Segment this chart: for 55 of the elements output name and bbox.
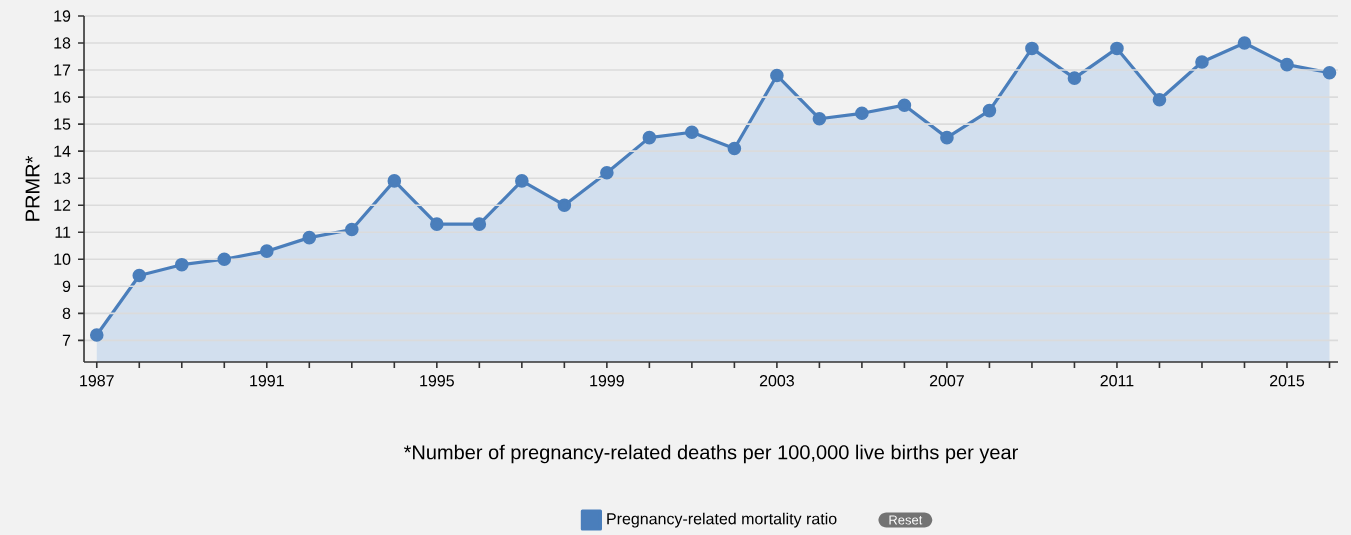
point bbox=[1110, 41, 1124, 56]
text: Reset bbox=[889, 515, 923, 525]
point bbox=[472, 217, 487, 231]
y-tick-label: 16 bbox=[54, 91, 71, 103]
point bbox=[430, 217, 444, 231]
y-tick-label: 17 bbox=[54, 64, 71, 76]
y-tick-label: 19 bbox=[54, 10, 71, 22]
point bbox=[1322, 65, 1337, 80]
point bbox=[1280, 57, 1294, 72]
y-tick-label: 8 bbox=[62, 307, 71, 319]
legend-label: Pregnancy-related mortality ratio bbox=[607, 512, 837, 528]
x-tick-label: 2011 bbox=[1100, 375, 1134, 387]
point bbox=[217, 252, 232, 267]
point bbox=[345, 222, 359, 237]
point bbox=[1067, 71, 1082, 85]
point bbox=[1025, 41, 1039, 56]
point bbox=[770, 68, 784, 83]
y-tick-label: 18 bbox=[54, 37, 71, 49]
point bbox=[132, 268, 147, 283]
point bbox=[1152, 92, 1167, 107]
point bbox=[600, 165, 614, 180]
y-tick-label: 12 bbox=[54, 199, 71, 211]
point bbox=[302, 230, 317, 245]
y-axis-title: PRMR* bbox=[25, 155, 40, 221]
x-tick-label: 1991 bbox=[250, 375, 284, 387]
point bbox=[387, 174, 402, 188]
point bbox=[642, 130, 657, 145]
point bbox=[1237, 36, 1252, 50]
point bbox=[897, 98, 912, 112]
point bbox=[174, 257, 189, 272]
point bbox=[727, 141, 742, 156]
y-tick-label: 7 bbox=[62, 334, 71, 346]
point bbox=[982, 103, 997, 118]
x-axis-title: *Number of pregnancy-related deaths per 100,000 live births per year bbox=[403, 444, 1018, 464]
x-tick-label: 2003 bbox=[759, 375, 794, 387]
point bbox=[259, 244, 274, 258]
x-tick-label: 1995 bbox=[420, 375, 454, 387]
point bbox=[89, 328, 104, 342]
x-tick-label: 1987 bbox=[80, 375, 114, 387]
y-tick-label: 14 bbox=[54, 145, 71, 157]
y-tick-label: 13 bbox=[54, 172, 71, 184]
point bbox=[1195, 55, 1209, 69]
point bbox=[855, 106, 869, 121]
x-tick-label: 2007 bbox=[929, 375, 964, 387]
point bbox=[515, 174, 529, 188]
y-tick-label: 11 bbox=[55, 226, 71, 238]
y-tick-label: 9 bbox=[62, 280, 71, 292]
y-tick-label: 10 bbox=[54, 253, 71, 265]
point bbox=[557, 198, 572, 213]
point bbox=[685, 125, 699, 140]
y-tick-label: 15 bbox=[54, 118, 71, 130]
point bbox=[812, 111, 827, 126]
point bbox=[940, 130, 954, 145]
x-tick-label: 2015 bbox=[1270, 375, 1305, 387]
x-tick-label: 1999 bbox=[590, 375, 624, 387]
